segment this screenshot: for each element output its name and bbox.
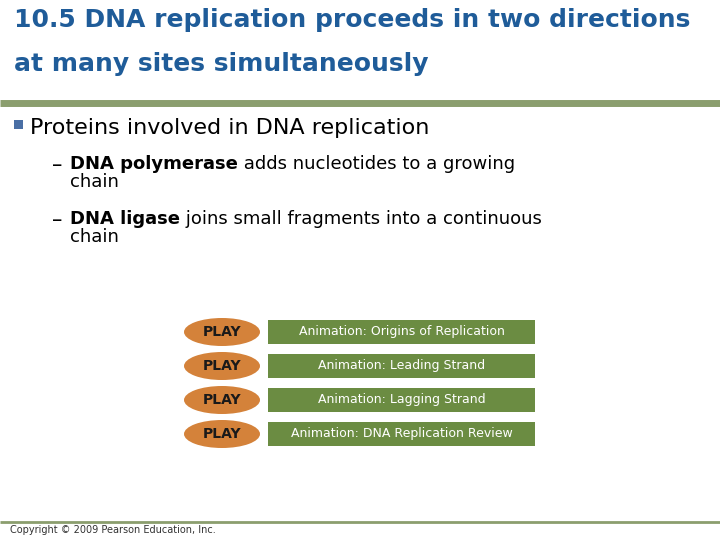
Text: Proteins involved in DNA replication: Proteins involved in DNA replication	[30, 118, 429, 138]
Text: chain: chain	[70, 228, 119, 246]
FancyBboxPatch shape	[268, 422, 535, 446]
Ellipse shape	[184, 420, 260, 448]
FancyBboxPatch shape	[268, 388, 535, 412]
Text: PLAY: PLAY	[203, 427, 241, 441]
Ellipse shape	[184, 318, 260, 346]
FancyBboxPatch shape	[0, 0, 720, 105]
FancyBboxPatch shape	[14, 120, 23, 129]
FancyBboxPatch shape	[268, 354, 535, 378]
Text: Animation: Leading Strand: Animation: Leading Strand	[318, 360, 485, 373]
Text: at many sites simultaneously: at many sites simultaneously	[14, 52, 428, 76]
FancyBboxPatch shape	[268, 320, 535, 344]
Ellipse shape	[184, 386, 260, 414]
Text: DNA polymerase: DNA polymerase	[70, 155, 238, 173]
Text: Animation: Origins of Replication: Animation: Origins of Replication	[299, 326, 505, 339]
Text: PLAY: PLAY	[203, 359, 241, 373]
Text: Animation: DNA Replication Review: Animation: DNA Replication Review	[291, 428, 513, 441]
Text: PLAY: PLAY	[203, 393, 241, 407]
Text: 10.5 DNA replication proceeds in two directions: 10.5 DNA replication proceeds in two dir…	[14, 8, 690, 32]
Text: –: –	[52, 155, 63, 175]
Text: joins small fragments into a continuous: joins small fragments into a continuous	[180, 210, 542, 228]
Text: Animation: Lagging Strand: Animation: Lagging Strand	[318, 394, 485, 407]
Text: –: –	[52, 210, 63, 230]
Text: Copyright © 2009 Pearson Education, Inc.: Copyright © 2009 Pearson Education, Inc.	[10, 525, 216, 535]
Text: adds nucleotides to a growing: adds nucleotides to a growing	[238, 155, 515, 173]
Text: DNA ligase: DNA ligase	[70, 210, 180, 228]
Ellipse shape	[184, 352, 260, 380]
Text: chain: chain	[70, 173, 119, 191]
Text: PLAY: PLAY	[203, 325, 241, 339]
